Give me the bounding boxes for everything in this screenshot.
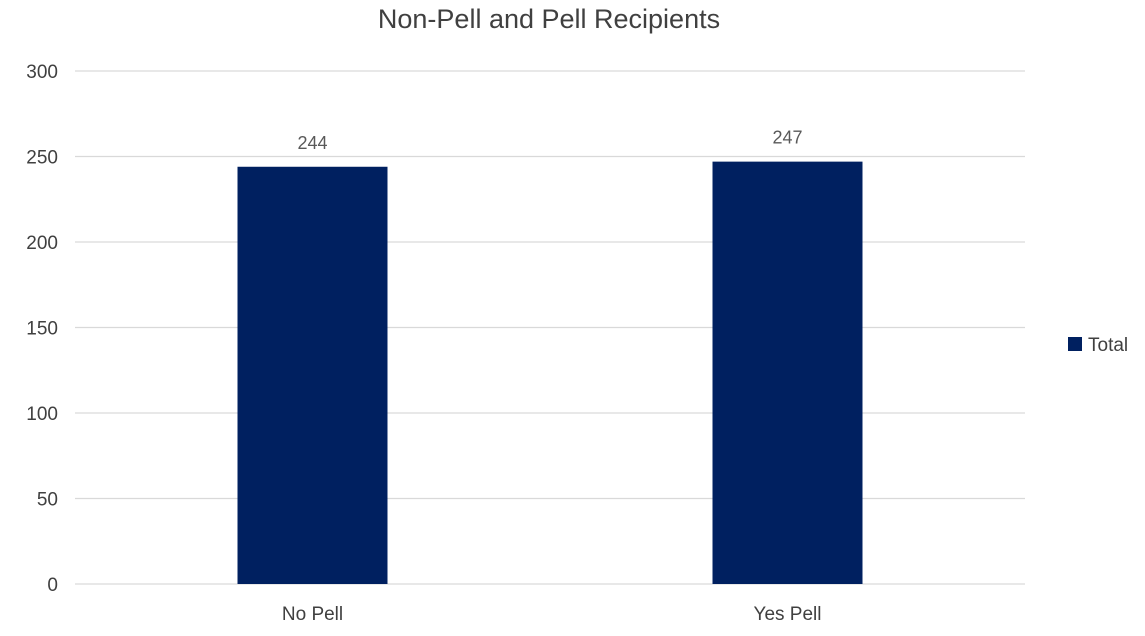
y-tick-label-200: 200 bbox=[26, 233, 58, 254]
y-tick-label-50: 50 bbox=[37, 490, 58, 511]
bars bbox=[237, 161, 863, 584]
gridlines bbox=[75, 70, 1025, 585]
x-category-label-yes-pell: Yes Pell bbox=[754, 604, 822, 625]
y-tick-label-100: 100 bbox=[26, 404, 58, 425]
y-tick-label-0: 0 bbox=[47, 575, 58, 596]
y-tick-label-250: 250 bbox=[26, 148, 58, 169]
data-labels: 244 247 bbox=[297, 128, 802, 153]
legend-swatch-total bbox=[1068, 337, 1082, 351]
bar-no-pell bbox=[237, 166, 388, 584]
bar-yes-pell bbox=[712, 161, 863, 584]
data-label-yes-pell: 247 bbox=[772, 128, 802, 148]
x-axis-category-labels: No Pell Yes Pell bbox=[282, 604, 822, 625]
data-label-no-pell: 244 bbox=[297, 133, 327, 153]
y-axis-tick-labels: 0 50 100 150 200 250 300 bbox=[26, 62, 58, 596]
y-tick-label-300: 300 bbox=[26, 62, 58, 83]
y-tick-label-150: 150 bbox=[26, 319, 58, 340]
x-category-label-no-pell: No Pell bbox=[282, 604, 343, 625]
legend: Total bbox=[1068, 335, 1128, 356]
chart-title: Non-Pell and Pell Recipients bbox=[378, 4, 720, 34]
legend-label-total: Total bbox=[1088, 335, 1128, 356]
